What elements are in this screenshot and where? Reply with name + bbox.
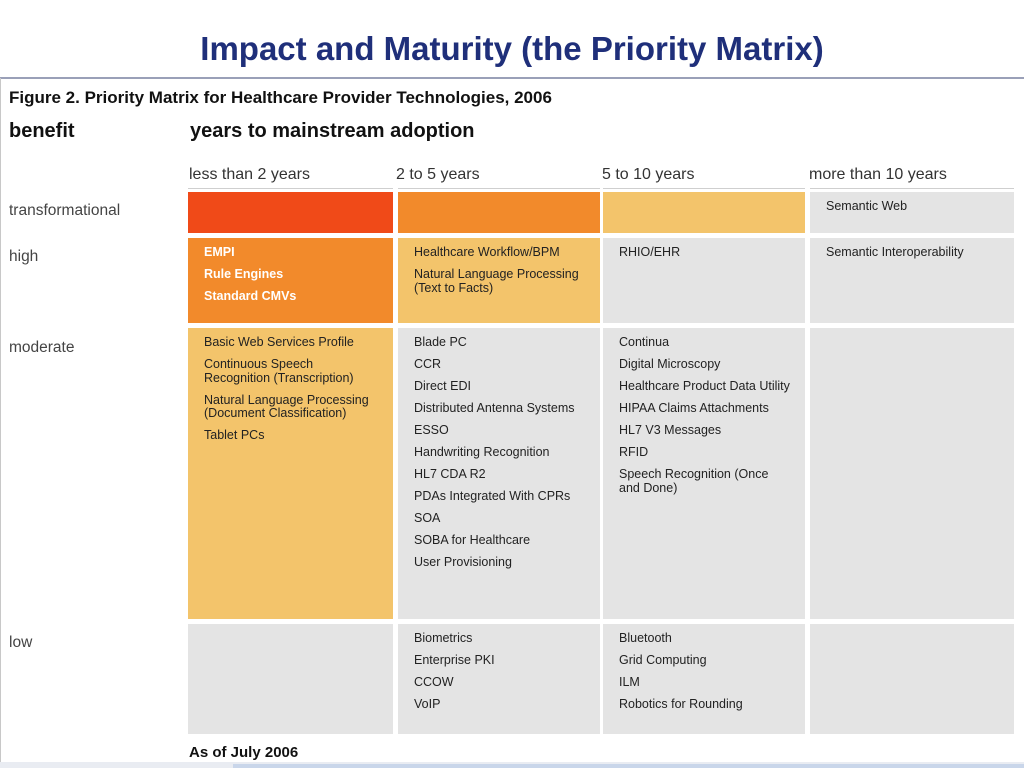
technology-item: HL7 V3 Messages (619, 423, 722, 437)
technology-item: Natural Language Processing (Document Cl… (204, 392, 369, 420)
technology-item: Healthcare Workflow/BPM (414, 245, 560, 259)
technology-item: Continuous Speech Recognition (Transcrip… (204, 357, 354, 385)
cell-item-list: Healthcare Workflow/BPM Natural Language … (414, 245, 586, 295)
technology-item: Direct EDI (414, 379, 471, 393)
cell-item-list: Bluetooth Grid Computing ILM Robotics for R… (619, 631, 791, 712)
column-header-underline (398, 188, 600, 189)
matrix-cell-low-gt10 (810, 624, 1014, 734)
technology-item: Speech Recognition (Once and Done) (619, 467, 769, 495)
technology-item: CCR (414, 357, 442, 371)
technology-item: HL7 CDA R2 (414, 467, 486, 481)
cell-item-list: Semantic Web (826, 199, 1000, 214)
technology-item: Enterprise PKI (414, 653, 495, 667)
technology-item: RHIO/EHR (619, 245, 681, 259)
matrix-cell-low-lt2 (188, 624, 393, 734)
technology-item: Handwriting Recognition (414, 445, 550, 459)
technology-item: Standard CMVs (204, 289, 297, 303)
slide-title: Impact and Maturity (the Priority Matrix… (200, 30, 824, 67)
technology-item: Tablet PCs (204, 428, 265, 442)
technology-item: RFID (619, 445, 649, 459)
matrix-cell-high-lt2: EMPI Rule Engines Standard CMVs (188, 238, 393, 323)
matrix-cell-moderate-5to10: Continua Digital Microscopy Healthcare Pro… (603, 328, 805, 619)
technology-item: Biometrics (414, 631, 473, 645)
column-header-underline (603, 188, 805, 189)
figure-caption: Figure 2. Priority Matrix for Healthcare… (9, 88, 552, 107)
row-header-moderate: moderate (9, 339, 75, 356)
technology-item: Bluetooth (619, 631, 672, 645)
cell-item-list: Continua Digital Microscopy Healthcare Pro… (619, 335, 791, 495)
matrix-cell-transformational-gt10: Semantic Web (810, 192, 1014, 233)
cell-item-list: Biometrics Enterprise PKI CCOW VoIP (414, 631, 586, 712)
column-header-2-to-5-years: 2 to 5 years (396, 166, 480, 183)
technology-item: Basic Web Services Profile (204, 335, 354, 349)
technology-item: Digital Microscopy (619, 357, 721, 371)
row-header-transformational: transformational (9, 202, 121, 219)
matrix-cell-moderate-2to5: Blade PC CCR Direct EDI Distributed Antenna… (398, 328, 600, 619)
matrix-cell-low-2to5: Biometrics Enterprise PKI CCOW VoIP (398, 624, 600, 734)
title-divider (0, 77, 1024, 79)
matrix-cell-moderate-gt10 (810, 328, 1014, 619)
technology-item: ILM (619, 675, 640, 689)
technology-item: CCOW (414, 675, 454, 689)
cell-item-list: EMPI Rule Engines Standard CMVs (204, 245, 379, 304)
technology-item: Distributed Antenna Systems (414, 401, 575, 415)
technology-item: ESSO (414, 423, 449, 437)
matrix-cell-transformational-5to10 (603, 192, 805, 233)
matrix-cell-moderate-lt2: Basic Web Services Profile Continuous Spe… (188, 328, 393, 619)
technology-item: HIPAA Claims Attachments (619, 401, 769, 415)
technology-item: PDAs Integrated With CPRs (414, 489, 571, 503)
matrix-cell-transformational-2to5 (398, 192, 600, 233)
technology-item: Robotics for Rounding (619, 697, 743, 711)
cell-item-list: Basic Web Services Profile Continuous Spe… (204, 335, 379, 443)
column-header-5-to-10-years: 5 to 10 years (602, 166, 695, 183)
column-header-underline (188, 188, 393, 189)
technology-item: Grid Computing (619, 653, 707, 667)
technology-item: Continua (619, 335, 670, 349)
matrix-cell-high-5to10: RHIO/EHR (603, 238, 805, 323)
technology-item: Natural Language Processing (Text to Fac… (414, 267, 579, 295)
cell-item-list: Semantic Interoperability (826, 245, 1000, 260)
cell-item-list: RHIO/EHR (619, 245, 791, 260)
column-header-underline (810, 188, 1014, 189)
technology-item: EMPI (204, 245, 235, 259)
column-header-more-than-10-years: more than 10 years (809, 166, 947, 183)
technology-item: SOBA for Healthcare (414, 533, 531, 547)
cell-item-list: Blade PC CCR Direct EDI Distributed Antenna… (414, 335, 586, 570)
matrix-cell-high-2to5: Healthcare Workflow/BPM Natural Language … (398, 238, 600, 323)
bottom-accent-bar (233, 764, 1024, 768)
technology-item: VoIP (414, 697, 441, 711)
matrix-cell-transformational-lt2 (188, 192, 393, 233)
technology-item: Semantic Interoperability (826, 245, 964, 259)
technology-item: SOA (414, 511, 441, 525)
benefit-axis-label: benefit (9, 120, 75, 142)
matrix-cell-high-gt10: Semantic Interoperability (810, 238, 1014, 323)
technology-item: Rule Engines (204, 267, 284, 281)
column-header-less-than-2-years: less than 2 years (189, 166, 310, 183)
technology-item: Blade PC (414, 335, 467, 349)
left-edge-line (0, 78, 1, 768)
technology-item: User Provisioning (414, 555, 512, 569)
years-axis-label: years to mainstream adoption (190, 120, 475, 142)
matrix-cell-low-5to10: Bluetooth Grid Computing ILM Robotics for R… (603, 624, 805, 734)
as-of-footnote: As of July 2006 (189, 744, 299, 761)
technology-item: Semantic Web (826, 199, 908, 213)
row-header-low: low (9, 634, 33, 651)
row-header-high: high (9, 248, 39, 265)
technology-item: Healthcare Product Data Utility (619, 379, 790, 393)
